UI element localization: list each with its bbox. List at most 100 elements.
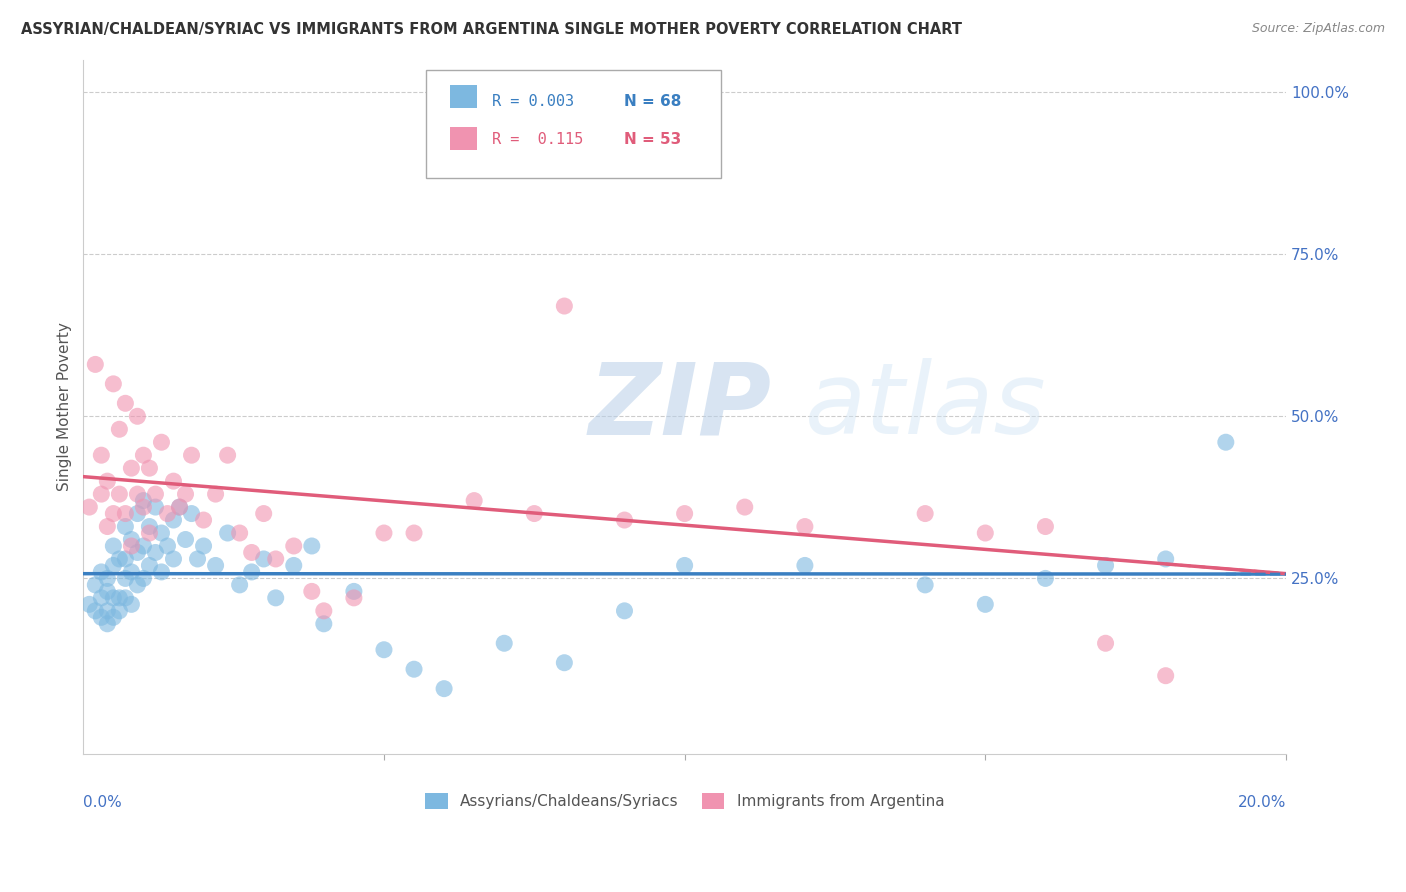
Point [120, 539, 142, 553]
Point [433, 681, 456, 696]
Point [264, 591, 287, 605]
Point [127, 545, 149, 559]
Point [228, 526, 250, 541]
Point [114, 396, 136, 410]
Y-axis label: Single Mother Poverty: Single Mother Poverty [58, 322, 72, 491]
Point [1094, 636, 1116, 650]
Point [162, 474, 184, 488]
Point [1094, 558, 1116, 573]
Point [156, 507, 179, 521]
Point [734, 500, 756, 514]
Point [1154, 669, 1177, 683]
Point [108, 552, 131, 566]
Point [114, 591, 136, 605]
Point [553, 299, 575, 313]
Point [204, 487, 226, 501]
Point [162, 513, 184, 527]
Point [138, 526, 160, 541]
Point [463, 493, 485, 508]
Point [673, 558, 696, 573]
Point [373, 642, 395, 657]
Point [240, 545, 263, 559]
Point [108, 591, 131, 605]
FancyBboxPatch shape [426, 70, 721, 178]
Point [108, 487, 131, 501]
Point [138, 461, 160, 475]
Point [145, 545, 167, 559]
Point [96, 584, 118, 599]
Point [120, 533, 142, 547]
Point [132, 539, 155, 553]
Point [402, 662, 425, 676]
Point [180, 507, 202, 521]
Point [120, 461, 142, 475]
Text: N = 53: N = 53 [624, 132, 682, 147]
Point [217, 448, 239, 462]
Point [974, 526, 997, 541]
Point [217, 526, 239, 541]
Point [1215, 435, 1237, 450]
Point [120, 598, 142, 612]
Point [138, 519, 160, 533]
Point [114, 519, 136, 533]
Point [204, 558, 226, 573]
Point [96, 604, 118, 618]
Point [1154, 552, 1177, 566]
Point [162, 552, 184, 566]
Point [253, 552, 276, 566]
Text: 0.0%: 0.0% [83, 795, 122, 810]
Point [96, 616, 118, 631]
Point [132, 448, 155, 462]
Point [253, 507, 276, 521]
Point [264, 552, 287, 566]
Point [793, 558, 815, 573]
Point [127, 578, 149, 592]
Point [914, 507, 936, 521]
Legend: Assyrians/Chaldeans/Syriacs, Immigrants from Argentina: Assyrians/Chaldeans/Syriacs, Immigrants … [419, 787, 950, 815]
Point [114, 552, 136, 566]
Point [127, 487, 149, 501]
Point [613, 513, 636, 527]
Point [301, 584, 323, 599]
Text: 20.0%: 20.0% [1237, 795, 1286, 810]
Point [402, 526, 425, 541]
Point [145, 487, 167, 501]
Text: R = 0.003: R = 0.003 [492, 95, 574, 110]
Point [156, 539, 179, 553]
Point [132, 571, 155, 585]
Point [84, 604, 107, 618]
Point [312, 616, 335, 631]
Point [150, 526, 173, 541]
Point [108, 422, 131, 436]
Point [145, 500, 167, 514]
Point [553, 656, 575, 670]
Point [180, 448, 202, 462]
Point [343, 584, 366, 599]
Point [974, 598, 997, 612]
Point [90, 448, 112, 462]
Point [150, 565, 173, 579]
Point [127, 409, 149, 424]
Text: Source: ZipAtlas.com: Source: ZipAtlas.com [1251, 22, 1385, 36]
Text: N = 68: N = 68 [624, 95, 682, 110]
Point [103, 539, 125, 553]
Point [120, 565, 142, 579]
Point [914, 578, 936, 592]
Point [90, 487, 112, 501]
Text: atlas: atlas [804, 358, 1046, 455]
Point [79, 598, 101, 612]
Point [1035, 519, 1057, 533]
Point [169, 500, 191, 514]
Point [90, 565, 112, 579]
Point [283, 558, 305, 573]
Point [613, 604, 636, 618]
Point [793, 519, 815, 533]
Point [84, 358, 107, 372]
Point [96, 571, 118, 585]
Text: ZIP: ZIP [589, 358, 772, 455]
Point [343, 591, 366, 605]
Point [132, 493, 155, 508]
Point [240, 565, 263, 579]
Point [96, 474, 118, 488]
Point [103, 591, 125, 605]
